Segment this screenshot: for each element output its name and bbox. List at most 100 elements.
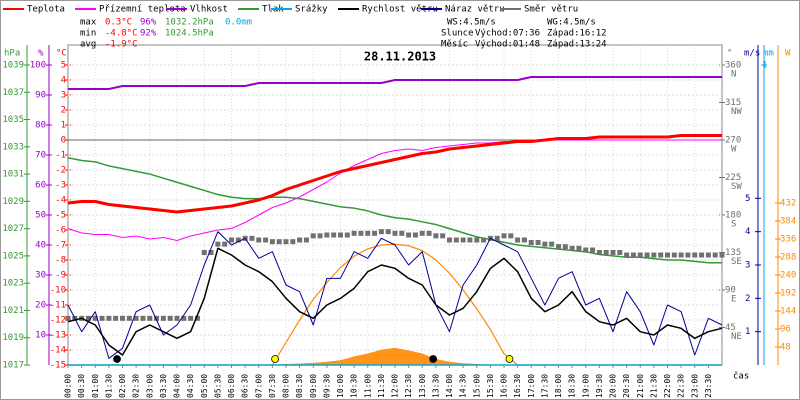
y-tick-label: 1031 xyxy=(2,170,24,180)
y-tick-label: -6 xyxy=(55,226,66,236)
sun-set-marker xyxy=(505,355,514,363)
wind-direction-point xyxy=(515,237,521,243)
x-tick-label: 12:00 xyxy=(391,374,400,398)
x-tick-label: 04:30 xyxy=(186,374,195,398)
legend-label: Teplota xyxy=(27,5,65,15)
y-tick-label: 4 xyxy=(61,76,66,86)
x-tick-label: 05:00 xyxy=(200,374,209,398)
y-tick-label: 1033 xyxy=(2,142,24,152)
x-tick-label: 14:30 xyxy=(459,374,468,398)
wind-direction-point xyxy=(249,235,255,241)
x-tick-label: 10:00 xyxy=(336,374,345,398)
wind-direction-point xyxy=(290,239,296,245)
wind-direction-point xyxy=(705,252,711,258)
y-tick-label: 1027 xyxy=(2,224,24,234)
stat-value: 1024.5hPa xyxy=(165,29,214,39)
compass-label: S xyxy=(731,220,736,230)
axis-title: mm xyxy=(763,49,774,59)
x-tick-label: 23:00 xyxy=(690,374,699,398)
wind-direction-point xyxy=(188,315,194,321)
wind-info: WG:4.5m/s xyxy=(547,18,596,28)
y-tick-label: -8 xyxy=(55,256,66,266)
y-tick-label: 90 xyxy=(35,91,46,101)
axis-title: m/s xyxy=(744,49,760,59)
wind-direction-point xyxy=(303,237,309,243)
y-tick-label: -14 xyxy=(50,346,66,356)
wind-direction-point xyxy=(310,233,316,239)
y-tick-label: 1039 xyxy=(2,61,24,71)
wind-direction-point xyxy=(467,237,473,243)
wind-direction-point xyxy=(501,233,507,239)
wind-direction-point xyxy=(617,250,623,255)
x-tick-label: 22:30 xyxy=(677,374,686,398)
compass-label: E xyxy=(731,295,736,305)
y-tick-label: 48 xyxy=(780,343,791,353)
wind-direction-point xyxy=(194,315,200,321)
y-tick-label: 60 xyxy=(35,181,46,191)
y-tick-label: 0 xyxy=(61,136,66,146)
stat-value: 0.3°C xyxy=(105,18,132,28)
y-tick-label: 4 xyxy=(745,227,750,237)
wind-direction-point xyxy=(181,315,187,321)
axis-title: ° xyxy=(727,49,732,59)
y-tick-label: 10 xyxy=(35,331,46,341)
wind-direction-point xyxy=(235,237,241,243)
x-tick-label: 16:30 xyxy=(513,374,522,398)
x-tick-label: 09:00 xyxy=(309,374,318,398)
astro-label: Slunce xyxy=(441,29,474,39)
y-tick-label: -13 xyxy=(50,331,66,341)
wind-direction-point xyxy=(331,232,337,238)
x-tick-label: 00:00 xyxy=(64,374,73,398)
y-tick-label: 240 xyxy=(780,271,796,281)
x-tick-label: 19:00 xyxy=(581,374,590,398)
x-tick-label: 02:00 xyxy=(118,374,127,398)
stat-value: 0.0mm xyxy=(225,18,252,28)
x-tick-label: 15:00 xyxy=(472,374,481,398)
wind-direction-point xyxy=(160,315,166,321)
y-tick-label: 70 xyxy=(35,151,46,161)
x-tick-label: 07:00 xyxy=(254,374,263,398)
y-tick-label: 20 xyxy=(35,301,46,311)
wind-direction-point xyxy=(276,239,282,245)
stat-value: 92% xyxy=(140,29,157,39)
astro-set: Západ:13:24 xyxy=(547,40,607,50)
x-tick-label: 21:00 xyxy=(636,374,645,398)
compass-label: W xyxy=(731,145,737,155)
y-tick-label: 1023 xyxy=(2,279,24,289)
wind-direction-point xyxy=(508,233,514,239)
x-tick-label: 07:30 xyxy=(268,374,277,398)
wind-direction-point xyxy=(133,315,139,321)
y-tick-label: -1 xyxy=(55,151,66,161)
wind-direction-point xyxy=(65,315,71,321)
wind-direction-point xyxy=(419,230,425,236)
y-tick-label: 50 xyxy=(35,211,46,221)
y-tick-label: 135 xyxy=(725,248,741,258)
compass-label: N xyxy=(731,70,736,80)
x-axis-label: čas xyxy=(733,371,749,382)
x-tick-label: 13:30 xyxy=(431,374,440,398)
x-tick-label: 06:30 xyxy=(241,374,250,398)
compass-label: NW xyxy=(731,107,742,117)
y-tick-label: 80 xyxy=(35,121,46,131)
y-tick-label: 1035 xyxy=(2,115,24,125)
wind-direction-point xyxy=(603,250,609,255)
wind-direction-point xyxy=(344,232,350,238)
stat-value: 96% xyxy=(140,18,157,28)
y-tick-label: 1021 xyxy=(2,306,24,316)
y-tick-label: 3 xyxy=(745,261,750,271)
x-tick-label: 18:30 xyxy=(568,374,577,398)
x-tick-label: 02:30 xyxy=(132,374,141,398)
stat-label: avg xyxy=(80,40,96,50)
y-tick-label: 1037 xyxy=(2,88,24,98)
x-tick-label: 21:30 xyxy=(649,374,658,398)
x-tick-label: 06:00 xyxy=(227,374,236,398)
wind-direction-point xyxy=(651,252,657,258)
y-tick-label: 96 xyxy=(780,325,791,335)
y-tick-label: 144 xyxy=(780,307,796,317)
wind-direction-point xyxy=(324,232,330,238)
legend-label: Směr větru xyxy=(524,5,578,15)
x-tick-label: 23:30 xyxy=(704,374,713,398)
y-tick-label: 100 xyxy=(30,61,46,71)
wind-direction-point xyxy=(263,237,269,243)
y-tick-label: -7 xyxy=(55,241,66,251)
